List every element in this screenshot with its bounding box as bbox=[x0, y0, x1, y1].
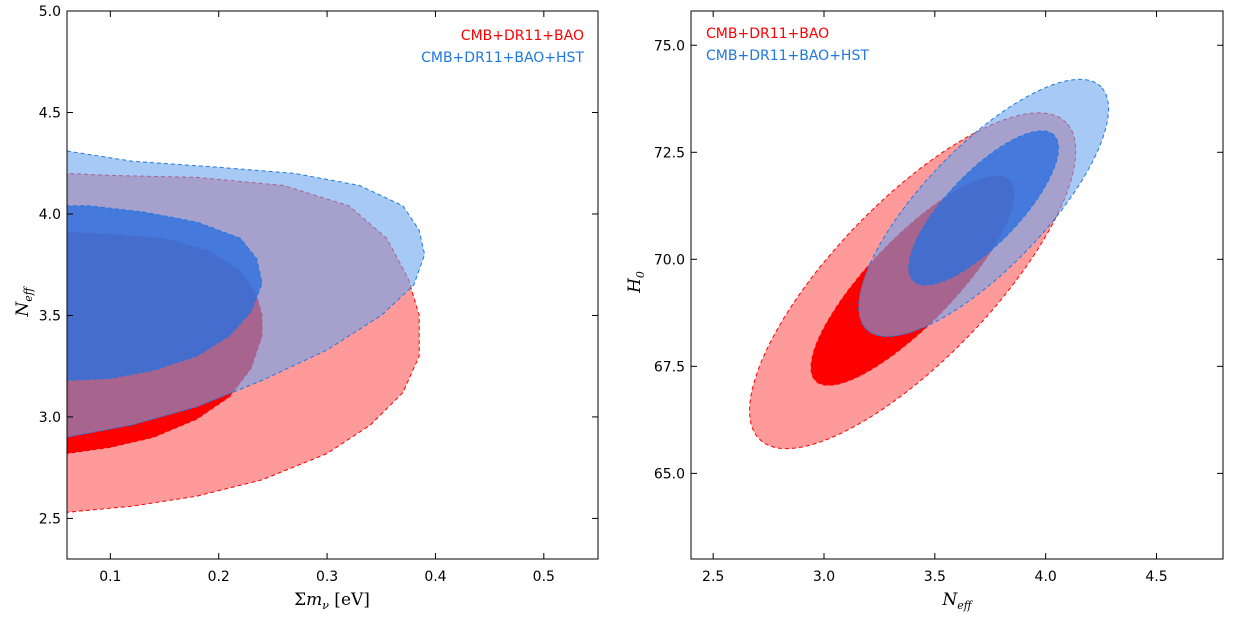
right-plot-frame bbox=[690, 10, 1224, 560]
x-tick-label: 0.2 bbox=[208, 569, 230, 585]
y-tick-label: 5.0 bbox=[39, 4, 61, 20]
left-legend: CMB+DR11+BAO CMB+DR11+BAO+HST bbox=[421, 28, 584, 66]
y-tick-label: 3.5 bbox=[39, 308, 61, 324]
left-x-axis-label: Σmν [eV] bbox=[294, 590, 370, 612]
y-tick-label: 72.5 bbox=[654, 145, 685, 161]
left-plot-frame bbox=[66, 10, 599, 560]
right-ticks: 2.5 3.0 3.5 4.0 4.5 65.0 67.5 70.0 72.5 75.0 bbox=[654, 11, 1223, 585]
left-legend-entry-cmb-dr11-bao: CMB+DR11+BAO bbox=[461, 28, 584, 44]
x-tick-label: 4.0 bbox=[1035, 569, 1057, 585]
x-tick-label: 0.3 bbox=[316, 569, 338, 585]
right-x-axis-label: Neff bbox=[941, 590, 973, 612]
y-tick-label: 4.5 bbox=[39, 105, 61, 121]
x-tick-label: 0.4 bbox=[424, 569, 446, 585]
left-panel-neff-vs-mass: 0.1 0.2 0.3 0.4 0.5 2.5 3.0 3.5 4.0 4.5 5.0 Σmν [e… bbox=[13, 4, 599, 612]
x-tick-label: 0.1 bbox=[99, 569, 121, 585]
y-tick-label: 75.0 bbox=[654, 38, 685, 54]
left-y-axis-label: Neff bbox=[13, 285, 35, 317]
x-tick-label: 3.5 bbox=[924, 569, 946, 585]
y-tick-label: 3.0 bbox=[39, 410, 61, 426]
left-contours bbox=[67, 150, 426, 513]
x-tick-label: 4.5 bbox=[1145, 569, 1167, 585]
y-tick-label: 2.5 bbox=[39, 511, 61, 527]
y-tick-label: 4.0 bbox=[39, 207, 61, 223]
right-y-axis-label: H0 bbox=[625, 271, 647, 294]
right-contours bbox=[749, 78, 1109, 450]
contour-cmb-dr11-bao-hst-68pct bbox=[908, 130, 1059, 286]
contour-cmb-dr11-bao-hst-68pct bbox=[67, 205, 263, 381]
y-tick-label: 65.0 bbox=[654, 466, 685, 482]
x-tick-label: 2.5 bbox=[702, 569, 724, 585]
x-tick-label: 0.5 bbox=[533, 569, 555, 585]
y-tick-label: 70.0 bbox=[654, 252, 685, 268]
left-ticks: 0.1 0.2 0.3 0.4 0.5 2.5 3.0 3.5 4.0 4.5 5.0 bbox=[39, 4, 598, 585]
x-tick-label: 3.0 bbox=[813, 569, 835, 585]
right-legend-entry-cmb-dr11-bao: CMB+DR11+BAO bbox=[706, 26, 829, 42]
right-legend: CMB+DR11+BAO CMB+DR11+BAO+HST bbox=[706, 26, 869, 64]
left-legend-entry-cmb-dr11-bao-hst: CMB+DR11+BAO+HST bbox=[421, 50, 584, 66]
right-panel-h0-vs-neff: 2.5 3.0 3.5 4.0 4.5 65.0 67.5 70.0 72.5 75.0 Neff… bbox=[625, 10, 1224, 612]
y-tick-label: 67.5 bbox=[654, 359, 685, 375]
right-legend-entry-cmb-dr11-bao-hst: CMB+DR11+BAO+HST bbox=[706, 48, 869, 64]
